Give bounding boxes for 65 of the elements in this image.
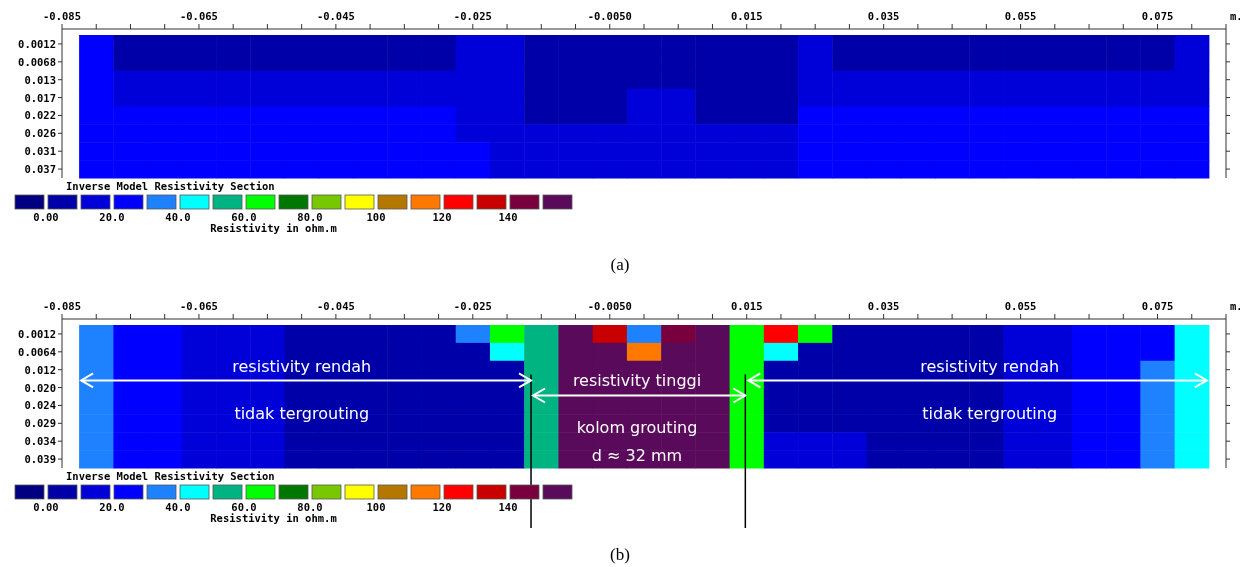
color-bar-label: 40.0 xyxy=(165,211,191,223)
y-tick-label: 0.017 xyxy=(24,91,56,104)
x-tick-label: 0.035 xyxy=(867,300,900,312)
x-tick-label: -0.045 xyxy=(316,10,355,22)
color-bar-label: 0.00 xyxy=(33,501,59,513)
x-tick-label: -0.025 xyxy=(453,300,492,312)
color-bar-label: 80.0 xyxy=(297,211,323,223)
color-bar-label: 60.0 xyxy=(231,211,257,223)
x-tick-label: -0.065 xyxy=(179,10,218,22)
x-tick-label: 0.055 xyxy=(1004,300,1037,312)
y-tick-label: 0.037 xyxy=(24,163,56,176)
annotation: kolom grouting xyxy=(576,417,698,437)
y-tick-label: 0.029 xyxy=(24,417,56,430)
text: (a) xyxy=(610,255,630,274)
annotation: resistivity rendah xyxy=(920,357,1060,377)
annotation: resistivity rendah xyxy=(232,357,372,377)
x-tick-label: -0.065 xyxy=(179,300,218,312)
color-bar-label: 140 xyxy=(498,501,518,513)
y-tick-label: 0.039 xyxy=(24,453,56,466)
annotation: tidak tergrouting xyxy=(922,403,1058,423)
y-tick-label: 0.020 xyxy=(24,381,56,394)
color-bar-title: Resistivity in ohm.m xyxy=(210,222,337,234)
x-tick-label: -0.085 xyxy=(43,10,81,22)
y-tick-label: 0.022 xyxy=(24,109,56,122)
y-tick-label: 0.034 xyxy=(24,435,56,448)
y-tick-label: 0.0064 xyxy=(18,345,56,358)
color-bar-title: Resistivity in ohm.m xyxy=(210,512,337,524)
color-bar-label: 100 xyxy=(366,501,386,513)
x-tick-label: -0.025 xyxy=(453,10,492,22)
y-tick-label: 0.012 xyxy=(24,363,56,376)
text: (b) xyxy=(610,545,630,564)
x-tick-label: -0.085 xyxy=(43,300,81,312)
x-tick-label: -0.0050 xyxy=(587,10,632,22)
x-tick-label: -0.045 xyxy=(316,300,355,312)
x-tick-label: -0.0050 xyxy=(587,300,632,312)
y-tick-label: 0.024 xyxy=(24,399,56,412)
y-tick-label: 0.0012 xyxy=(18,37,56,50)
x-tick-label: 0.075 xyxy=(1141,300,1174,312)
x-tick-label: 0.015 xyxy=(730,300,763,312)
y-tick-label: 0.013 xyxy=(24,73,56,86)
color-bar-label: 120 xyxy=(432,211,452,223)
color-bar-label: 20.0 xyxy=(99,501,125,513)
color-bar-label: 120 xyxy=(432,501,452,513)
x-tick-label: 0.015 xyxy=(730,10,763,22)
x-axis-title: m. xyxy=(1230,10,1240,22)
legend-title: Inverse Model Resistivity Section xyxy=(66,180,275,192)
color-bar-label: 20.0 xyxy=(99,211,125,223)
x-tick-label: 0.055 xyxy=(1004,10,1037,22)
x-axis-title: m. xyxy=(1230,300,1240,312)
color-bar-label: 140 xyxy=(498,211,518,223)
legend-title: Inverse Model Resistivity Section xyxy=(66,470,275,482)
y-tick-label: 0.0068 xyxy=(18,55,56,68)
annotation: d ≈ 32 mm xyxy=(591,446,683,466)
annotation: resistivity tinggi xyxy=(572,371,702,391)
color-bar-label: 0.00 xyxy=(33,211,59,223)
color-bar-label: 60.0 xyxy=(231,501,257,513)
y-tick-label: 0.031 xyxy=(24,145,56,158)
x-tick-label: 0.075 xyxy=(1141,10,1174,22)
color-bar-label: 40.0 xyxy=(165,501,191,513)
y-tick-label: 0.0012 xyxy=(18,327,56,340)
x-tick-label: 0.035 xyxy=(867,10,900,22)
color-bar-label: 100 xyxy=(366,211,386,223)
annotation: tidak tergrouting xyxy=(234,403,370,423)
y-tick-label: 0.026 xyxy=(24,127,56,140)
color-bar-label: 80.0 xyxy=(297,501,323,513)
